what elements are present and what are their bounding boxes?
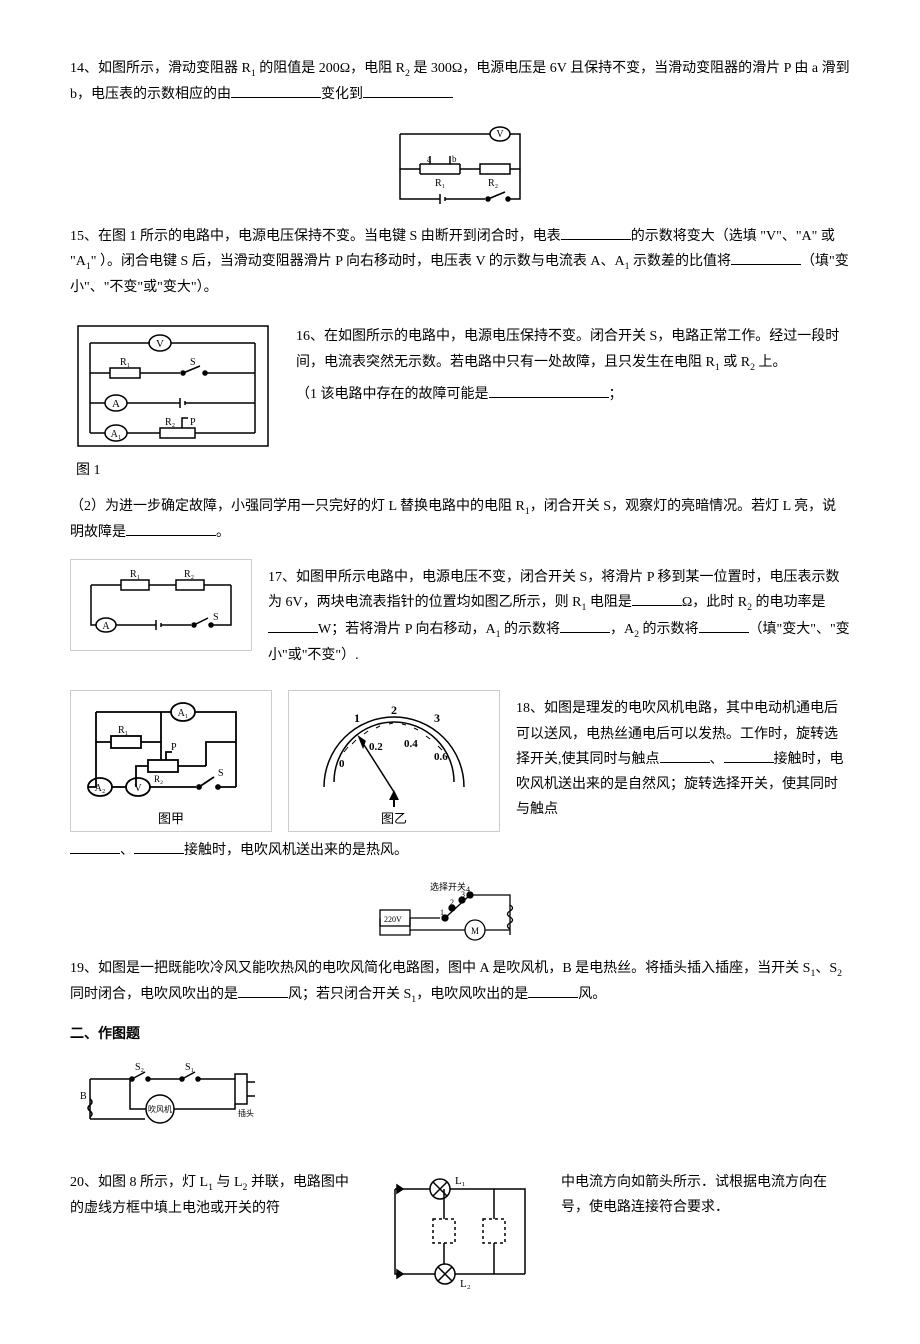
svg-text:0.6: 0.6: [434, 751, 448, 763]
svg-text:3: 3: [461, 890, 465, 899]
svg-text:0.4: 0.4: [404, 738, 418, 750]
q17-figure-yi: 1 2 3 0 0.2 0.4 0.6 图乙: [288, 690, 500, 832]
svg-text:R₂: R₂: [184, 569, 194, 580]
svg-text:S₁: S₁: [185, 1062, 194, 1073]
q17-text: 17、如图甲所示电路中，电源电压不变，闭合开关 S，将滑片 P 移到某一位置时，…: [268, 559, 850, 674]
svg-text:0: 0: [339, 758, 345, 770]
svg-text:B: B: [80, 1091, 87, 1102]
question-14: 14、如图所示，滑动变阻器 R1 的阻值是 200Ω，电阻 R2 是 300Ω，…: [70, 56, 850, 214]
svg-text:M: M: [471, 926, 479, 936]
blank[interactable]: [731, 250, 801, 265]
svg-text:A: A: [102, 621, 110, 632]
svg-text:吹风机: 吹风机: [148, 1104, 172, 1114]
svg-text:S₂: S₂: [135, 1062, 144, 1073]
q18-text: 18、如图是理发的电吹风机电路，其中电动机通电后可以送风，电热丝通电后可以发热。…: [516, 690, 850, 828]
svg-text:R₁: R₁: [435, 178, 445, 189]
blank[interactable]: [489, 383, 609, 398]
svg-text:P: P: [190, 417, 196, 428]
q15-circuit-figure: V R₁ S A A₁ R₂ P: [70, 318, 280, 458]
q19-figure: S₂ S₁ B 吹风机 插头: [70, 1054, 270, 1144]
q16-line2: （2）为进一步确定故障，小强同学用一只完好的灯 L 替换电路中的电阻 R1，闭合…: [70, 494, 850, 546]
q14-circuit-figure: V a b R₁ R₂: [370, 114, 540, 214]
svg-text:V: V: [156, 338, 164, 350]
q20-figure: L₁ L₂: [375, 1164, 545, 1294]
q18-figure: 选择开关 220V M 4 3 2 1: [370, 870, 550, 950]
svg-text:S: S: [218, 768, 224, 779]
blank[interactable]: [134, 839, 184, 854]
svg-text:A₂: A₂: [95, 783, 106, 794]
svg-text:S: S: [213, 612, 219, 623]
blank[interactable]: [363, 83, 453, 98]
blank[interactable]: [528, 983, 578, 998]
q15-caption: 图 1: [76, 458, 101, 483]
svg-text:2: 2: [391, 703, 397, 717]
blank[interactable]: [724, 748, 774, 763]
svg-text:S: S: [190, 357, 196, 368]
q19-text: 19、如图是一把既能吹冷风又能吹热风的电吹风简化电路图，图中 A 是吹风机，B …: [70, 956, 850, 1009]
blank[interactable]: [70, 839, 120, 854]
q20-text-left: 20、如图 8 所示，灯 L1 与 L2 并联，电路图中的虚线方框中填上电池或开…: [70, 1164, 359, 1228]
svg-text:b: b: [452, 154, 457, 164]
q16-text-block: 16、在如图所示的电路中，电源电压保持不变。闭合开关 S，电路正常工作。经过一段…: [296, 318, 850, 413]
svg-text:L₂: L₂: [460, 1278, 471, 1290]
q18-cont: 、接触时，电吹风机送出来的是热风。: [70, 838, 850, 863]
blank[interactable]: [632, 591, 682, 606]
blank[interactable]: [560, 618, 610, 633]
svg-text:V: V: [134, 783, 142, 794]
svg-text:L₁: L₁: [455, 1175, 466, 1187]
svg-text:A₁: A₁: [178, 708, 189, 719]
svg-text:0.2: 0.2: [369, 741, 383, 753]
q20-text-right: 中电流方向如箭头所示．试根据电流方向在号，使电路连接符合要求．: [561, 1164, 850, 1226]
svg-text:4: 4: [466, 885, 470, 894]
svg-text:1: 1: [354, 711, 360, 725]
svg-text:插头: 插头: [238, 1108, 254, 1118]
q17-figure-jia: A₁ R₁ P R₂ A₂ V S 图甲: [70, 690, 272, 832]
section-2-title: 二、作图题: [70, 1022, 850, 1047]
blank[interactable]: [126, 521, 216, 536]
q15-figure-block: V R₁ S A A₁ R₂ P 图 1: [70, 318, 280, 483]
q16-figure: R₁ R₂ A S: [70, 559, 252, 651]
svg-text:R₂: R₂: [488, 178, 498, 189]
svg-text:3: 3: [434, 711, 440, 725]
question-15: 15、在图 1 所示的电路中，电源电压保持不变。当电键 S 由断开到闭合时，电表…: [70, 224, 850, 301]
q15-text: 15、在图 1 所示的电路中，电源电压保持不变。当电键 S 由断开到闭合时，电表…: [70, 224, 850, 301]
svg-text:R₁: R₁: [120, 357, 130, 368]
svg-text:A₁: A₁: [111, 429, 122, 440]
blank[interactable]: [699, 618, 749, 633]
svg-text:R₂: R₂: [154, 774, 163, 784]
svg-text:R₂: R₂: [165, 417, 175, 428]
svg-text:220V: 220V: [384, 915, 402, 924]
svg-text:A: A: [112, 398, 120, 410]
q14-text: 14、如图所示，滑动变阻器 R1 的阻值是 200Ω，电阻 R2 是 300Ω，…: [70, 56, 850, 108]
blank[interactable]: [660, 748, 710, 763]
svg-text:2: 2: [450, 898, 454, 907]
svg-text:a: a: [427, 154, 431, 164]
svg-text:V: V: [496, 129, 504, 140]
blank[interactable]: [231, 83, 321, 98]
svg-text:P: P: [171, 742, 177, 753]
svg-text:1: 1: [440, 908, 444, 917]
svg-text:R₁: R₁: [130, 569, 140, 580]
blank[interactable]: [561, 225, 631, 240]
svg-text:R₁: R₁: [118, 725, 128, 736]
blank[interactable]: [238, 983, 288, 998]
blank[interactable]: [268, 618, 318, 633]
